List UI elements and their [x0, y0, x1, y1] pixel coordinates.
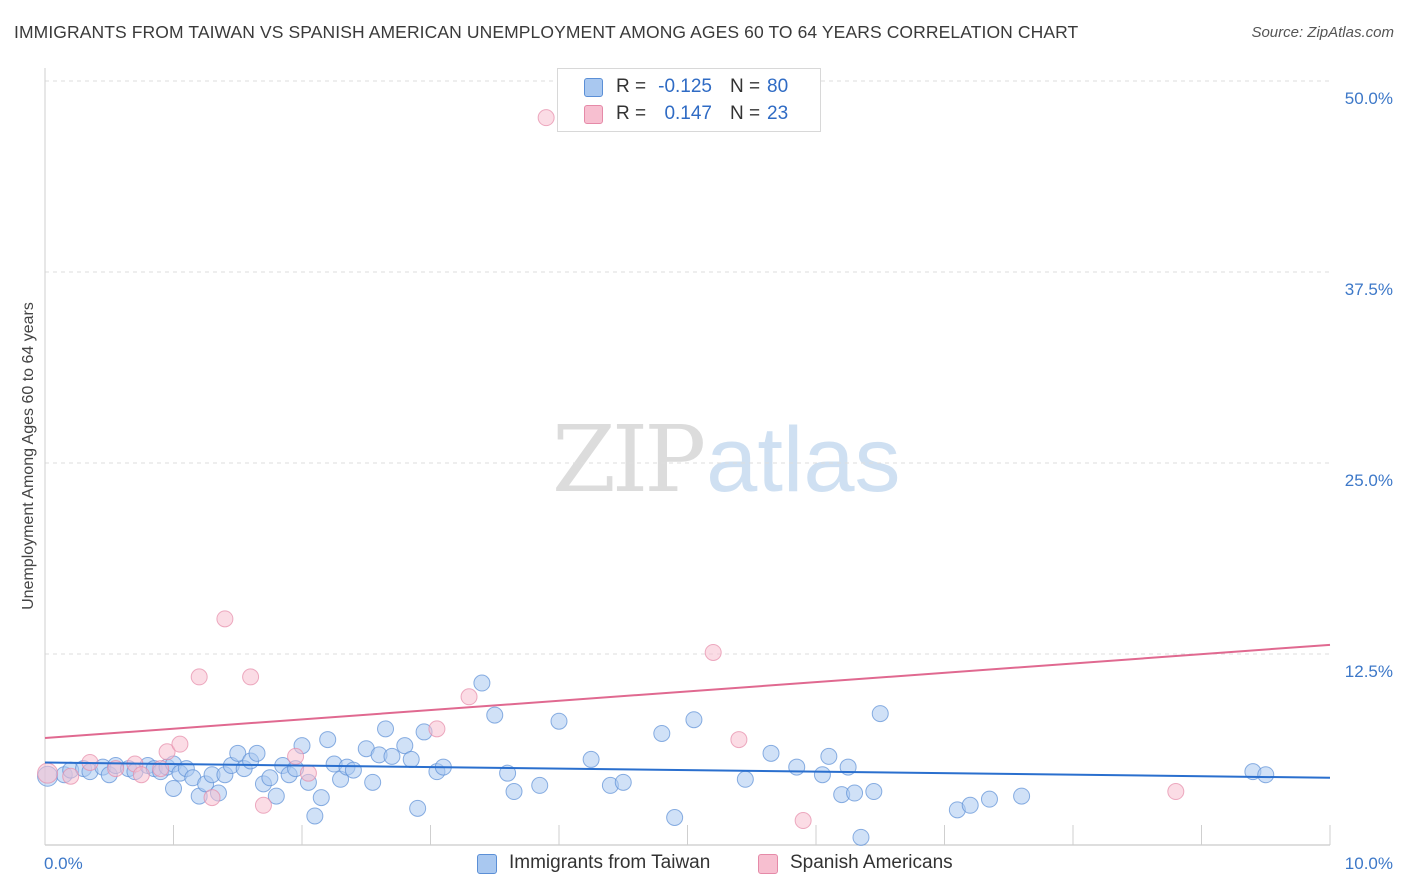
point-taiwan [344, 761, 362, 779]
legend-label-spanish: Spanish Americans [790, 852, 953, 873]
point-taiwan [813, 766, 831, 784]
point-taiwan [685, 711, 703, 729]
trendline-taiwan [44, 761, 1331, 779]
point-spanish [158, 743, 176, 761]
x-tick-label: 0.0% [44, 854, 83, 873]
point-spanish [460, 688, 478, 706]
legend-n-value: 23 [767, 103, 789, 124]
point-taiwan [762, 744, 780, 762]
point-spanish [1167, 783, 1185, 801]
point-taiwan [165, 779, 182, 797]
watermark-zip: ZIP [552, 406, 706, 513]
legend-n-label: N = [730, 103, 761, 124]
point-spanish [190, 668, 208, 686]
point-spanish [730, 731, 748, 749]
point-taiwan [820, 747, 838, 765]
watermark: ZIPatlas [552, 406, 901, 513]
point-taiwan [505, 783, 523, 801]
point-taiwan [312, 789, 330, 807]
point-taiwan [666, 808, 684, 826]
point-taiwan [248, 744, 266, 762]
point-taiwan [531, 776, 549, 794]
point-taiwan [473, 674, 491, 692]
point-taiwan [852, 828, 870, 846]
legend-row-taiwan: R = -0.125 N = 80 [558, 75, 820, 101]
point-spanish [216, 610, 234, 628]
point-taiwan [306, 807, 324, 825]
point-taiwan [319, 731, 337, 749]
legend-n-value: 80 [767, 76, 789, 97]
point-spanish [287, 747, 305, 765]
y-tick-label: 37.5% [1345, 280, 1393, 299]
y-tick-label: 12.5% [1345, 662, 1393, 681]
point-spanish [254, 796, 272, 814]
point-taiwan [736, 770, 754, 788]
point-taiwan [267, 787, 285, 805]
series-legend: Immigrants from Taiwan Spanish Americans [0, 852, 1406, 878]
point-taiwan [865, 783, 883, 801]
point-taiwan [788, 758, 806, 776]
point-taiwan [550, 712, 568, 730]
trendline-spanish [44, 643, 1331, 740]
point-taiwan [409, 799, 427, 817]
legend-n-label: N = [730, 76, 761, 97]
point-taiwan [402, 750, 420, 768]
point-taiwan [653, 724, 671, 742]
point-spanish [132, 766, 150, 784]
point-taiwan [1257, 766, 1275, 784]
point-taiwan [614, 773, 632, 791]
correlation-legend: R = -0.125 N = 80 R = 0.147 N = 23 [557, 68, 821, 132]
point-taiwan [261, 769, 279, 787]
point-spanish [794, 812, 812, 830]
point-taiwan [980, 790, 998, 808]
point-spanish [37, 762, 59, 784]
point-taiwan [961, 796, 979, 814]
point-taiwan [499, 764, 517, 782]
x-tick-label: 10.0% [1345, 854, 1393, 873]
point-taiwan [229, 744, 247, 762]
legend-swatch-taiwan [477, 854, 497, 874]
point-taiwan [871, 705, 889, 723]
chart-title: IMMIGRANTS FROM TAIWAN VS SPANISH AMERIC… [14, 22, 1079, 42]
legend-row-spanish: R = 0.147 N = 23 [558, 102, 820, 128]
point-taiwan [364, 773, 382, 791]
legend-label-taiwan: Immigrants from Taiwan [509, 852, 711, 873]
y-tick-label: 50.0% [1345, 89, 1393, 108]
point-spanish [242, 668, 260, 686]
legend-r-label: R = [616, 103, 647, 124]
point-spanish [107, 760, 125, 778]
point-taiwan [383, 747, 401, 765]
point-spanish [537, 109, 555, 127]
point-taiwan [582, 750, 600, 768]
point-spanish [299, 764, 317, 782]
point-spanish [203, 789, 221, 807]
legend-r-label: R = [616, 76, 647, 97]
point-taiwan [377, 720, 395, 738]
legend-swatch-spanish [584, 105, 603, 124]
point-taiwan [846, 784, 864, 802]
watermark-atlas: atlas [706, 409, 901, 511]
y-tick-label: 25.0% [1345, 471, 1393, 490]
point-taiwan [1013, 787, 1031, 805]
legend-swatch-spanish [758, 854, 778, 874]
point-taiwan [486, 706, 504, 724]
legend-r-value: -0.125 [658, 76, 712, 97]
legend-swatch-taiwan [584, 78, 603, 97]
point-taiwan [396, 737, 414, 755]
point-spanish [428, 720, 446, 738]
point-spanish [704, 643, 722, 661]
point-spanish [62, 767, 80, 785]
point-spanish [171, 735, 189, 753]
source-credit: Source: ZipAtlas.com [1251, 24, 1394, 41]
legend-r-value: 0.147 [664, 103, 712, 124]
